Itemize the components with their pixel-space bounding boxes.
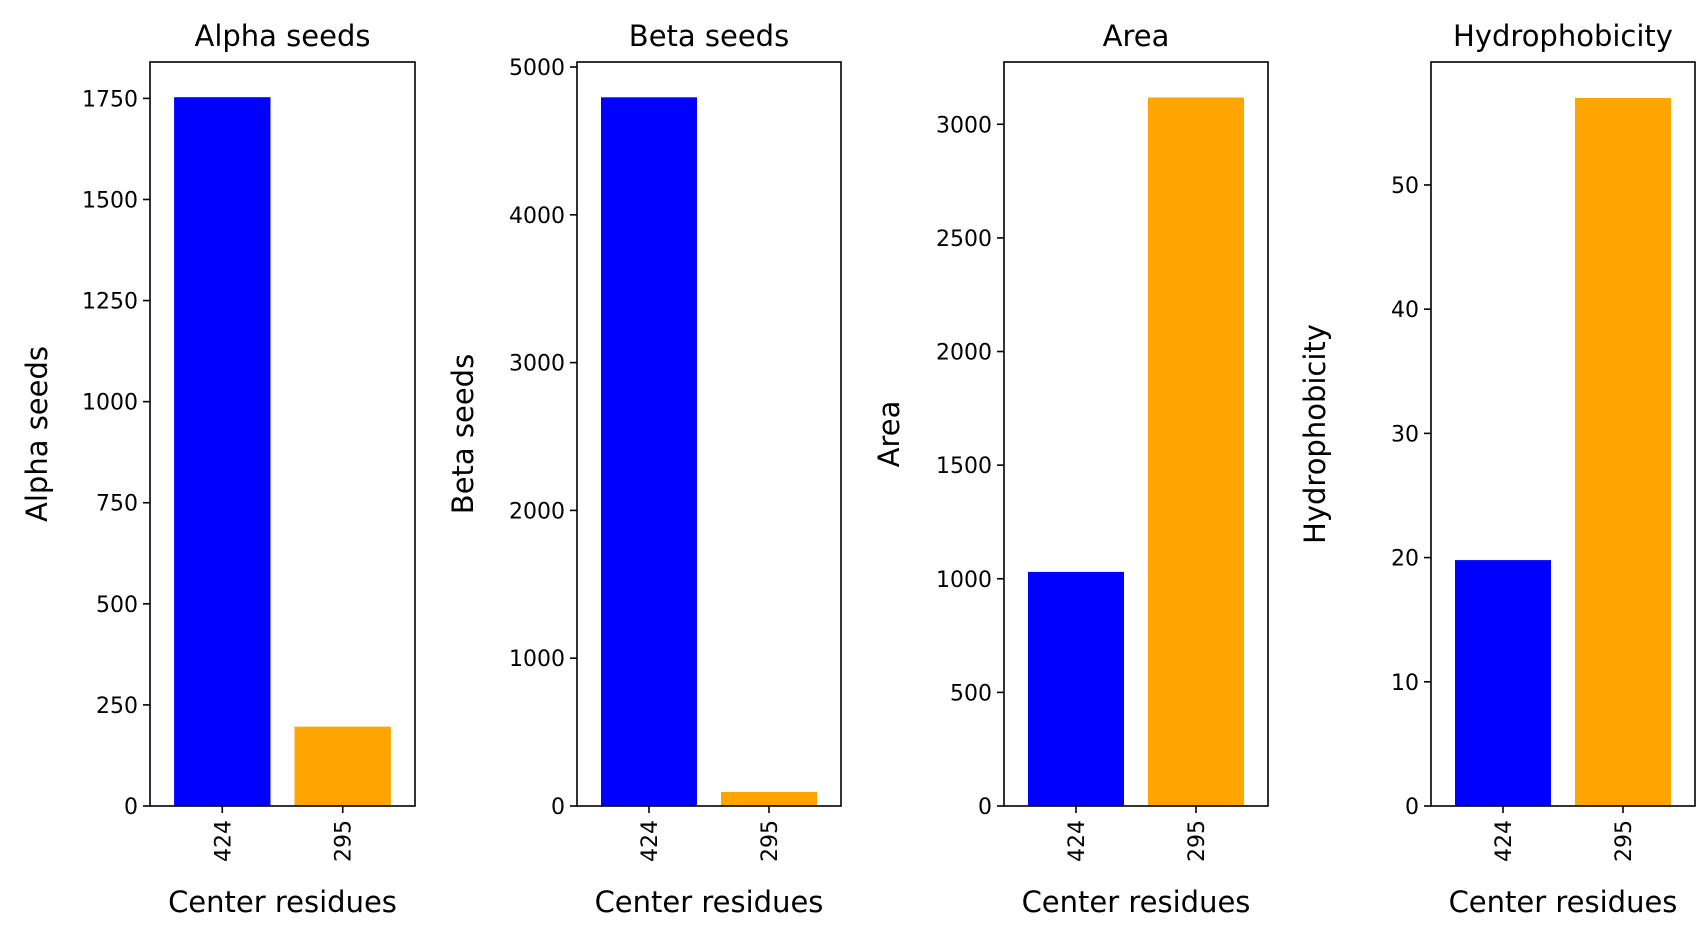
x-tick-label: 424 (211, 820, 236, 862)
bar-295 (1575, 98, 1671, 806)
y-tick-label: 1000 (936, 568, 992, 593)
axes-frame (1003, 61, 1269, 807)
y-tick-label: 3000 (509, 352, 565, 377)
y-axis-title: Area (872, 401, 906, 468)
y-tick-label: 20 (1391, 547, 1419, 572)
y-tick-label: 500 (950, 681, 992, 706)
y-tick-label: 10 (1391, 671, 1419, 696)
panel-title: Alpha seeds (195, 19, 371, 53)
y-axis-title: Alpha seeds (20, 346, 54, 522)
y-tick-label: 250 (96, 694, 138, 719)
y-tick-label: 0 (551, 795, 565, 820)
y-tick-label: 40 (1391, 298, 1419, 323)
bar-424 (601, 97, 697, 807)
y-tick-label: 4000 (509, 204, 565, 229)
y-tick-label: 5000 (509, 56, 565, 81)
bar-424 (1455, 560, 1551, 806)
y-tick-label: 1750 (82, 87, 138, 112)
bar-424 (1028, 571, 1124, 806)
y-tick-label: 1500 (936, 454, 992, 479)
x-tick-label: 424 (638, 820, 663, 862)
bar-424 (174, 97, 271, 806)
y-tick-label: 750 (96, 492, 138, 517)
axes-frame (149, 61, 416, 807)
y-tick-label: 30 (1391, 422, 1419, 447)
panel-title: Beta seeds (629, 19, 789, 53)
y-tick-label: 0 (1405, 795, 1419, 820)
y-tick-label: 2000 (936, 341, 992, 366)
y-tick-label: 1000 (509, 647, 565, 672)
y-tick-label: 1500 (82, 188, 138, 213)
x-axis-title: Center residues (595, 885, 824, 919)
y-axis-title: Beta seeds (446, 354, 480, 514)
x-axis-title: Center residues (1022, 885, 1251, 919)
y-tick-label: 2000 (509, 499, 565, 524)
bar-295 (1148, 97, 1244, 806)
y-tick-label: 1000 (82, 391, 138, 416)
axes-frame (576, 61, 842, 807)
bar-295 (294, 726, 391, 806)
y-axis-title: Hydrophobicity (1298, 324, 1332, 544)
x-tick-label: 295 (1612, 820, 1637, 862)
x-tick-label: 424 (1065, 820, 1090, 862)
panel-title: Hydrophobicity (1453, 19, 1673, 53)
x-axis-title: Center residues (168, 885, 397, 919)
x-tick-label: 295 (332, 820, 357, 862)
x-tick-label: 424 (1492, 820, 1517, 862)
x-axis-title: Center residues (1449, 885, 1678, 919)
y-tick-label: 0 (978, 795, 992, 820)
y-tick-label: 0 (124, 795, 138, 820)
y-tick-label: 1250 (82, 290, 138, 315)
y-tick-label: 500 (96, 593, 138, 618)
x-tick-label: 295 (758, 820, 783, 862)
bar-295 (721, 792, 817, 806)
panel-title: Area (1103, 19, 1170, 53)
y-tick-label: 2500 (936, 227, 992, 252)
y-tick-label: 3000 (936, 113, 992, 138)
y-tick-label: 50 (1391, 174, 1419, 199)
x-tick-label: 295 (1185, 820, 1210, 862)
